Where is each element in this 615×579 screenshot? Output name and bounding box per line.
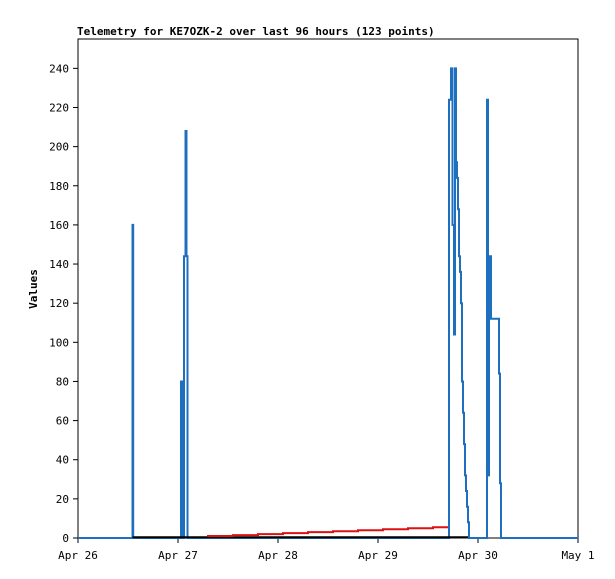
y-tick-label: 80 [56, 375, 69, 388]
y-tick-label: 120 [49, 297, 69, 310]
x-tick-label: Apr 27 [158, 549, 198, 562]
series-line-3 [207, 526, 448, 537]
x-tick-label: Apr 26 [58, 549, 98, 562]
y-tick-label: 140 [49, 258, 69, 271]
y-tick-label: 180 [49, 180, 69, 193]
y-axis-label: Values [27, 269, 40, 309]
series-layer [78, 67, 578, 539]
x-tick-label: Apr 28 [258, 549, 298, 562]
y-tick-label: 200 [49, 141, 69, 154]
series-line-1 [78, 67, 578, 539]
chart-title: Telemetry for KE7OZK-2 over last 96 hour… [77, 25, 435, 38]
x-tick-label: Apr 29 [358, 549, 398, 562]
y-tick-label: 20 [56, 493, 69, 506]
x-tick-label: Apr 30 [458, 549, 498, 562]
y-tick-label: 160 [49, 219, 69, 232]
y-tick-label: 220 [49, 101, 69, 114]
y-tick-label: 0 [62, 532, 69, 545]
y-tick-label: 100 [49, 336, 69, 349]
y-axis-ticks: 0 20 40 60 80 100 120 140 160 180 200 220 240 [49, 62, 78, 545]
x-tick-label: May 1 [561, 549, 594, 562]
x-axis-ticks: Apr 26 Apr 27 Apr 28 Apr 29 Apr 30 May 1 [58, 538, 595, 562]
y-tick-label: 40 [56, 454, 69, 467]
y-tick-label: 60 [56, 415, 69, 428]
y-tick-label: 240 [49, 62, 69, 75]
